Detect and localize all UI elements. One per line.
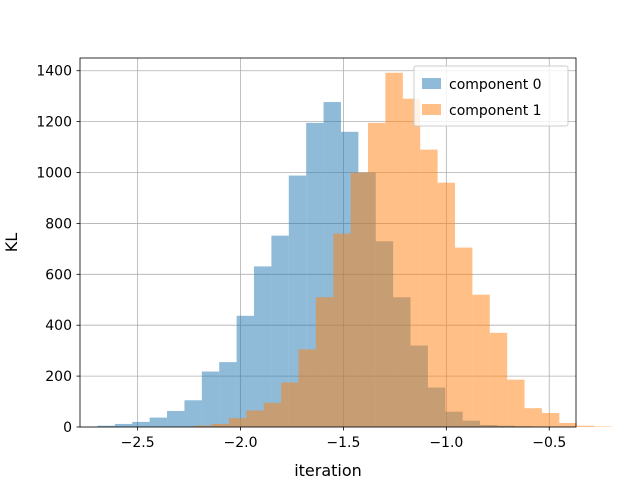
histogram-bar [350, 172, 369, 427]
histogram-bar [333, 233, 351, 427]
y-tick-label: 600 [45, 267, 72, 283]
histogram-bar [402, 98, 421, 428]
legend-swatch [422, 104, 441, 115]
histogram-bar [420, 149, 438, 427]
histogram-bar [228, 418, 247, 427]
histogram-bar [97, 425, 115, 427]
histogram-bar [559, 422, 577, 427]
histogram-bar [271, 235, 289, 427]
histogram-bar [315, 297, 334, 427]
histogram-bar [167, 410, 185, 427]
legend: component 0 component 1 [413, 65, 569, 127]
y-tick-label: 1400 [36, 64, 72, 80]
legend-entry-label: component 1 [449, 103, 542, 119]
x-tick-label: −1.0 [429, 435, 463, 451]
histogram-bar [298, 349, 316, 427]
histogram-bar [437, 182, 455, 427]
y-tick-label: 1200 [36, 115, 72, 131]
histogram-bar [594, 426, 612, 427]
histogram-bar [219, 362, 237, 427]
histogram-bar [114, 423, 133, 427]
x-tick-label: −0.5 [532, 435, 566, 451]
legend-entry-label: component 0 [449, 77, 542, 93]
histogram-bar [236, 315, 255, 427]
histogram-bar [263, 402, 282, 427]
x-tick-label: −2.5 [121, 435, 155, 451]
plot-frame [79, 57, 577, 428]
histogram-bar [211, 423, 229, 427]
histogram-bar [576, 425, 595, 427]
legend-swatch [422, 78, 441, 89]
histogram-bar [368, 122, 386, 428]
axis-ticks: −2.5 −2.0 −1.5 −1.0 −0.5 0 200 400 600 800 1000 120… [36, 64, 566, 451]
histogram-bar [507, 379, 525, 427]
histogram-bar [541, 413, 560, 427]
y-tick-label: 1000 [36, 166, 72, 182]
x-tick-label: −1.5 [326, 435, 360, 451]
y-axis-label: KL [2, 233, 21, 252]
y-tick-label: 200 [45, 369, 72, 385]
y-tick-label: 400 [45, 318, 72, 334]
histogram-bar [194, 425, 212, 427]
legend-box [413, 65, 569, 127]
y-tick-label: 800 [45, 216, 72, 232]
x-tick-label: −2.0 [224, 435, 258, 451]
histogram-bar [472, 294, 490, 427]
histogram-bar [149, 417, 168, 427]
series-1-bars [176, 72, 612, 428]
y-tick-label: 0 [63, 420, 72, 436]
histogram-bar [454, 247, 473, 427]
histogram-bar [132, 421, 150, 427]
histogram-bar [184, 400, 202, 427]
histogram-bar [524, 408, 542, 427]
histogram-bar [201, 371, 220, 427]
histogram-bar [489, 332, 508, 427]
x-axis-label: iteration [294, 461, 362, 480]
histogram-bar [281, 382, 299, 427]
bars [97, 72, 612, 428]
histogram-bar [246, 410, 264, 427]
histogram-bar [254, 266, 272, 427]
histogram-bar [385, 72, 403, 427]
